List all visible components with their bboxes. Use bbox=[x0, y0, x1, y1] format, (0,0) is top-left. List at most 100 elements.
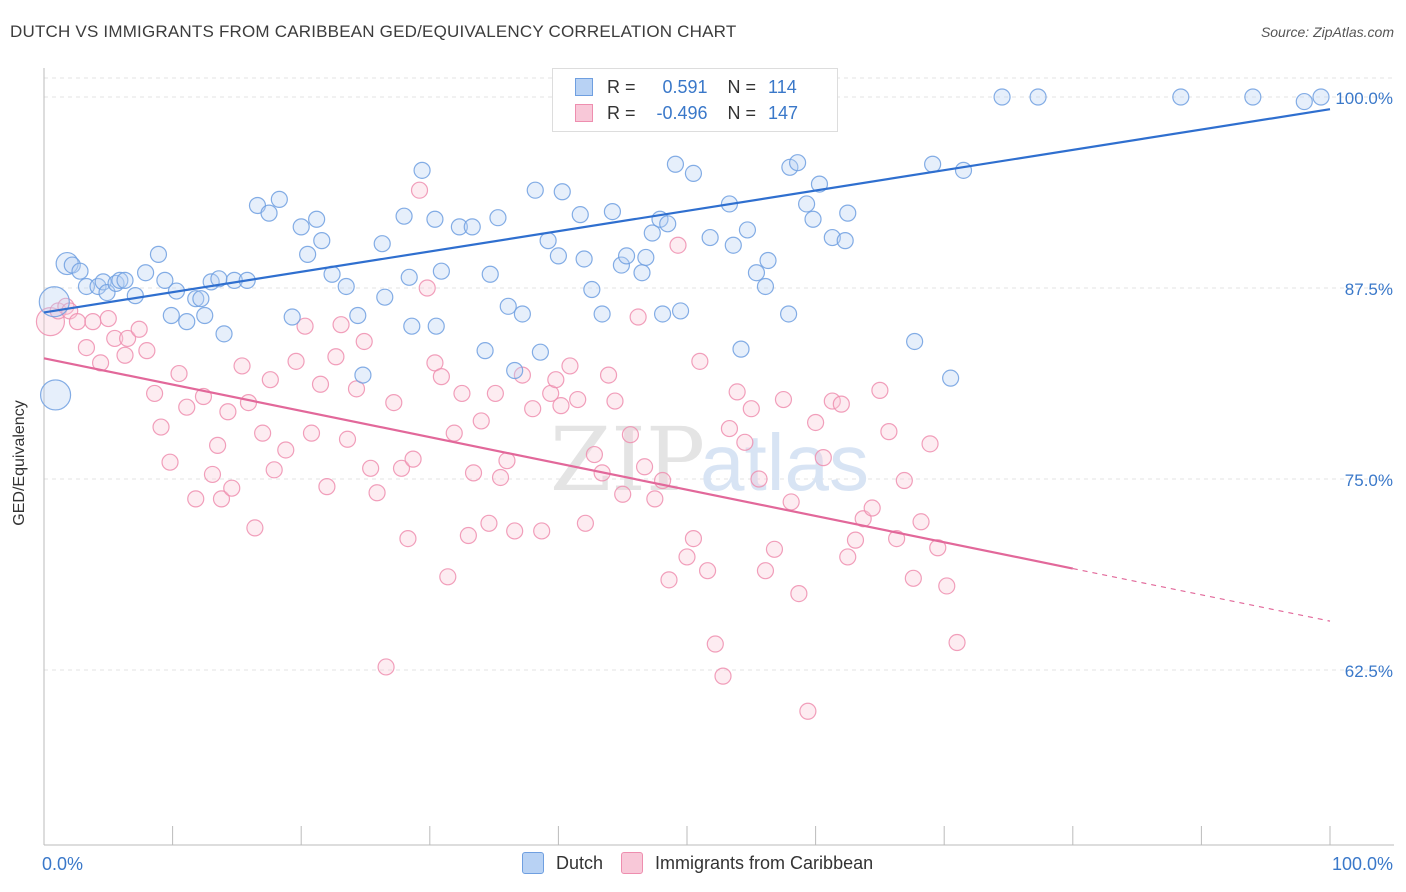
caribbean-point bbox=[585, 445, 604, 464]
caribbean-point bbox=[219, 403, 237, 421]
dutch-point bbox=[1029, 88, 1047, 106]
caribbean-point bbox=[261, 371, 279, 389]
dutch-point bbox=[149, 245, 168, 263]
dutch-point bbox=[196, 306, 214, 325]
dutch-swatch bbox=[575, 78, 593, 96]
caribbean-point bbox=[209, 436, 227, 454]
grid-lines bbox=[44, 77, 1394, 671]
caribbean-point bbox=[161, 453, 179, 471]
dutch-point bbox=[162, 306, 180, 325]
caribbean-point bbox=[547, 371, 565, 389]
dutch-points bbox=[38, 88, 1330, 411]
y-tick-label: 87.5% bbox=[1345, 280, 1393, 299]
dutch-point bbox=[526, 181, 544, 199]
y-tick-label: 75.0% bbox=[1345, 471, 1393, 490]
dutch-point bbox=[539, 232, 557, 250]
caribbean-point bbox=[254, 424, 272, 442]
dutch-point bbox=[215, 325, 233, 343]
caribbean-point bbox=[296, 317, 314, 335]
dutch-point bbox=[354, 366, 372, 384]
dutch-point bbox=[126, 287, 144, 305]
caribbean-legend-label: Immigrants from Caribbean bbox=[655, 852, 874, 873]
caribbean-point bbox=[432, 368, 450, 386]
dutch-point bbox=[553, 183, 571, 201]
legend-item-caribbean[interactable]: Immigrants from Caribbean bbox=[621, 852, 873, 874]
dutch-point bbox=[476, 342, 494, 360]
caribbean-point bbox=[569, 390, 587, 409]
caribbean-point bbox=[404, 450, 422, 468]
caribbean-point bbox=[750, 470, 768, 488]
dutch-point bbox=[583, 280, 601, 299]
caribbean-point bbox=[187, 490, 205, 508]
dutch-point bbox=[612, 256, 631, 274]
caribbean-point bbox=[880, 423, 898, 441]
caribbean-point bbox=[152, 418, 170, 436]
caribbean-r-value: -0.496 bbox=[656, 102, 708, 123]
caribbean-point bbox=[138, 342, 156, 360]
caribbean-point bbox=[823, 392, 841, 410]
caribbean-point bbox=[938, 577, 956, 595]
caribbean-point bbox=[223, 479, 241, 497]
caribbean-trend-line bbox=[43, 357, 1074, 570]
watermark: ZIP atlas bbox=[550, 408, 869, 511]
caribbean-swatch bbox=[575, 104, 593, 122]
caribbean-point bbox=[698, 562, 717, 580]
caribbean-point bbox=[669, 236, 687, 254]
caribbean-point bbox=[265, 461, 283, 479]
dutch-point bbox=[1244, 88, 1262, 106]
caribbean-point bbox=[445, 424, 463, 442]
dutch-point bbox=[89, 277, 107, 296]
caribbean-point bbox=[480, 514, 498, 532]
caribbean-point bbox=[621, 426, 640, 444]
caribbean-point bbox=[576, 514, 595, 532]
dutch-point bbox=[308, 210, 326, 228]
dutch-point bbox=[531, 343, 549, 361]
caribbean-point bbox=[170, 364, 188, 383]
caribbean-point bbox=[368, 484, 386, 502]
dutch-point bbox=[1295, 92, 1313, 111]
dutch-point bbox=[684, 164, 703, 182]
dutch-trend-line bbox=[43, 108, 1331, 314]
dutch-point bbox=[270, 190, 288, 208]
caribbean-point bbox=[145, 384, 164, 403]
dutch-point bbox=[513, 305, 531, 323]
caribbean-point bbox=[606, 392, 624, 410]
caribbean-point bbox=[948, 633, 966, 652]
dutch-point bbox=[732, 340, 750, 358]
dutch-point bbox=[797, 195, 816, 213]
dutch-point bbox=[395, 207, 413, 225]
legend-row-caribbean: R = -0.496 N = 147 bbox=[575, 101, 798, 125]
axes bbox=[43, 68, 1394, 846]
dutch-n-value: 114 bbox=[768, 76, 797, 97]
x-tick-label: 0.0% bbox=[42, 854, 83, 874]
caribbean-point bbox=[506, 522, 524, 540]
caribbean-point bbox=[486, 384, 504, 403]
caribbean-point bbox=[203, 465, 222, 484]
caribbean-point bbox=[706, 635, 724, 653]
caribbean-point bbox=[418, 279, 436, 297]
caribbean-point bbox=[385, 394, 403, 412]
caribbean-point bbox=[599, 366, 618, 384]
caribbean-point bbox=[720, 419, 739, 438]
caribbean-point bbox=[635, 458, 654, 476]
caribbean-point bbox=[684, 529, 703, 548]
caribbean-point bbox=[327, 348, 345, 366]
dutch-point bbox=[499, 297, 517, 315]
caribbean-point bbox=[561, 357, 579, 375]
dutch-point bbox=[427, 317, 445, 335]
dutch-point bbox=[432, 262, 450, 280]
caribbean-point bbox=[782, 493, 800, 511]
legend-item-dutch[interactable]: Dutch bbox=[522, 852, 603, 874]
caribbean-point bbox=[774, 390, 793, 409]
caribbean-point bbox=[756, 562, 775, 580]
caribbean-point bbox=[84, 313, 102, 331]
caribbean-point bbox=[472, 412, 490, 430]
watermark-zip: ZIP bbox=[550, 408, 705, 511]
dutch-point bbox=[403, 317, 421, 335]
dutch-point bbox=[788, 154, 807, 172]
caribbean-point bbox=[116, 346, 134, 364]
caribbean-point bbox=[552, 397, 570, 415]
x-tick-label: 100.0% bbox=[1332, 854, 1393, 874]
dutch-point bbox=[804, 210, 822, 228]
dutch-point bbox=[906, 332, 924, 351]
